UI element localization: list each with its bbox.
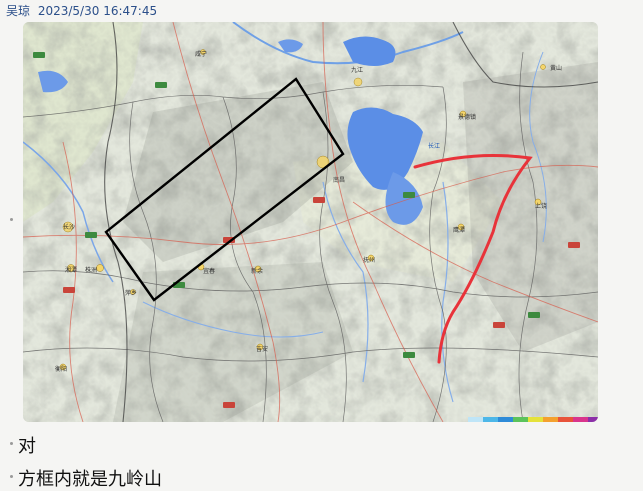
- annotation-box: [104, 77, 345, 302]
- annotation-red-line: [413, 153, 533, 364]
- map-label: 抚州: [363, 256, 375, 264]
- message-bullet: [10, 218, 13, 221]
- map-label: 吉安: [256, 345, 268, 353]
- sender-name[interactable]: 吴琼: [6, 4, 31, 18]
- map-label: 景德镇: [458, 113, 476, 121]
- message-bullet: [10, 442, 13, 445]
- message-timestamp: 2023/5/30 16:47:45: [37, 4, 158, 18]
- map-label: 新余: [251, 267, 263, 275]
- map-label: 九江: [351, 66, 363, 74]
- map-label: 咸宁: [195, 50, 207, 58]
- map-label: 株洲: [85, 266, 97, 274]
- chat-message: 对: [18, 436, 36, 457]
- map-label: 湘潭: [65, 266, 77, 274]
- map-label: 南昌: [333, 176, 345, 184]
- chat-message: 方框内就是九岭山: [18, 469, 162, 490]
- map-label: 长江: [428, 142, 440, 150]
- message-bullet: [10, 475, 13, 478]
- terrain-map: 咸宁 九江 南昌 长沙 湘潭 株洲 宜春 新余 抚州 上饶 吉安 鹰潭 景德镇 …: [23, 22, 598, 422]
- elevation-legend: [468, 417, 598, 422]
- map-label: 宜春: [203, 267, 215, 275]
- message-header: 吴琼 2023/5/30 16:47:45: [6, 2, 157, 19]
- map-label: 鹰潭: [453, 226, 465, 234]
- highway-shield-icon: [33, 52, 580, 408]
- map-label: 萍乡: [125, 289, 137, 297]
- map-image[interactable]: 咸宁 九江 南昌 长沙 湘潭 株洲 宜春 新余 抚州 上饶 吉安 鹰潭 景德镇 …: [23, 22, 598, 422]
- map-label: 衡阳: [55, 365, 67, 373]
- map-label: 黄山: [550, 64, 562, 72]
- map-label: 上饶: [535, 202, 547, 210]
- map-label: 长沙: [63, 223, 75, 231]
